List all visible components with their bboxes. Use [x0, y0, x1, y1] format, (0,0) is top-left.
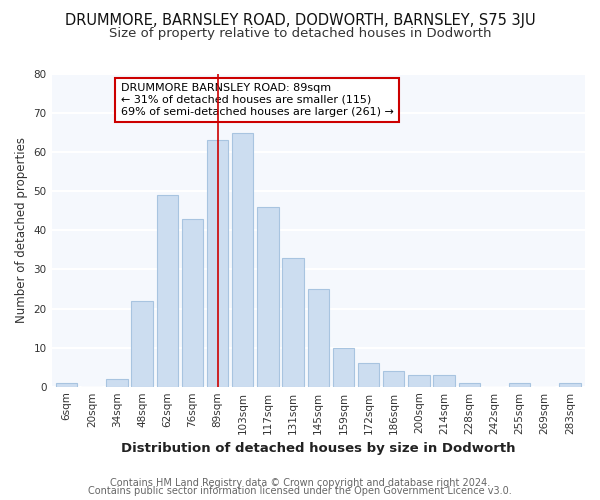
Bar: [408, 375, 430, 386]
Bar: [433, 375, 455, 386]
Bar: [106, 379, 128, 386]
Bar: [56, 383, 77, 386]
Bar: [182, 218, 203, 386]
Text: DRUMMORE, BARNSLEY ROAD, DODWORTH, BARNSLEY, S75 3JU: DRUMMORE, BARNSLEY ROAD, DODWORTH, BARNS…: [65, 12, 535, 28]
Text: Size of property relative to detached houses in Dodworth: Size of property relative to detached ho…: [109, 28, 491, 40]
Bar: [458, 383, 480, 386]
Bar: [333, 348, 354, 387]
Bar: [308, 289, 329, 386]
Bar: [257, 207, 278, 386]
Bar: [509, 383, 530, 386]
Bar: [232, 132, 253, 386]
Bar: [559, 383, 581, 386]
Bar: [157, 195, 178, 386]
Bar: [283, 258, 304, 386]
Text: Contains HM Land Registry data © Crown copyright and database right 2024.: Contains HM Land Registry data © Crown c…: [110, 478, 490, 488]
Bar: [383, 371, 404, 386]
Bar: [358, 363, 379, 386]
Text: DRUMMORE BARNSLEY ROAD: 89sqm
← 31% of detached houses are smaller (115)
69% of : DRUMMORE BARNSLEY ROAD: 89sqm ← 31% of d…: [121, 84, 394, 116]
X-axis label: Distribution of detached houses by size in Dodworth: Distribution of detached houses by size …: [121, 442, 515, 455]
Y-axis label: Number of detached properties: Number of detached properties: [15, 138, 28, 324]
Bar: [207, 140, 229, 386]
Text: Contains public sector information licensed under the Open Government Licence v3: Contains public sector information licen…: [88, 486, 512, 496]
Bar: [131, 300, 153, 386]
